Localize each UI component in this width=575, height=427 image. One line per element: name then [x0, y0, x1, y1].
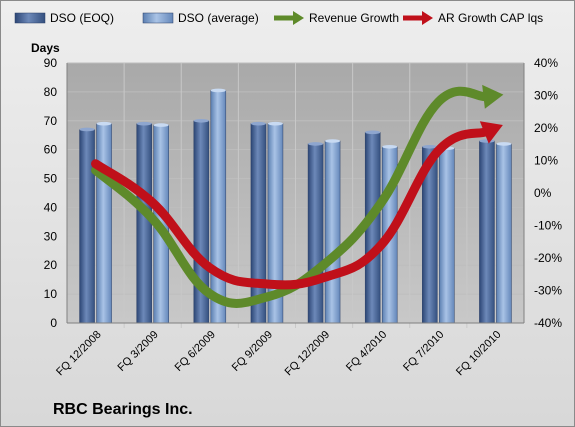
- y-tick-label: 10: [44, 287, 58, 301]
- bar-cap: [193, 118, 209, 123]
- legend-label-dso-eoq: DSO (EOQ): [50, 11, 114, 25]
- arrowhead-ar-growth-cap-lqs: [479, 121, 503, 144]
- bar-cap: [382, 144, 398, 149]
- y-axis-title: Days: [31, 41, 60, 55]
- y-tick-label: 30: [44, 229, 58, 243]
- y2-tick-label: -30%: [534, 284, 562, 298]
- legend-label-ar-growth-cap-lqs: AR Growth CAP lqs: [438, 11, 543, 25]
- bar-cap: [79, 127, 95, 132]
- arrowhead-revenue-growth: [482, 84, 504, 109]
- company-label: RBC Bearings Inc.: [53, 401, 193, 418]
- bar-cap: [479, 139, 495, 143]
- legend-swatch-dso-eoq: [14, 12, 46, 24]
- bar-dso-eoq: [479, 140, 495, 324]
- bar-cap: [267, 121, 283, 126]
- bar-dso-eoq: [307, 143, 324, 324]
- bar-dso-eoq: [136, 123, 152, 324]
- y2-tick-label: -40%: [534, 316, 562, 330]
- legend-label-dso-average: DSO (average): [178, 11, 259, 25]
- y-tick-label: 0: [50, 316, 57, 330]
- y-tick-label: 70: [44, 114, 58, 128]
- bar-cap: [496, 142, 512, 146]
- bar-cap: [96, 121, 112, 126]
- x-tick-label: FQ 4/2010: [344, 329, 389, 374]
- line-ar-growth-cap-lqs: [91, 127, 491, 290]
- x-tick-label: FQ 9/2009: [230, 329, 275, 374]
- y2-tick-label: 20%: [534, 121, 558, 135]
- y2-tick-label: -10%: [534, 219, 562, 233]
- y-tick-label: 90: [44, 56, 58, 70]
- y2-tick-label: -20%: [534, 251, 562, 265]
- y2-tick-label: 30%: [534, 89, 558, 103]
- bar-cap: [210, 88, 226, 93]
- y-tick-label: 80: [44, 85, 58, 99]
- legend-arrow-revenue-growth: [293, 11, 304, 25]
- y2-tick-label: 10%: [534, 154, 558, 168]
- legend-label-revenue-growth: Revenue Growth: [309, 11, 399, 25]
- bar-cap: [308, 142, 324, 146]
- bar-dso-average: [324, 140, 341, 324]
- bar-dso-average: [210, 90, 227, 324]
- bar-cap: [325, 139, 341, 143]
- y-tick-label: 50: [44, 172, 58, 186]
- y-tick-label: 40: [44, 200, 58, 214]
- bar-cap: [422, 144, 438, 149]
- bar-cap: [250, 121, 266, 126]
- bar-dso-average: [439, 147, 455, 324]
- bar-cap: [153, 123, 169, 127]
- x-tick-label: FQ 12/2009: [283, 329, 333, 379]
- y2-tick-label: 40%: [534, 56, 558, 70]
- legend-arrow-ar-growth-cap-lqs: [422, 11, 433, 25]
- legend-swatch-dso-average: [142, 12, 174, 24]
- bar-cap: [365, 130, 381, 135]
- bar-cap: [136, 121, 152, 126]
- x-tick-label: FQ 6/2009: [173, 329, 218, 374]
- y-tick-label: 60: [44, 143, 58, 157]
- x-tick-label: FQ 7/2010: [401, 329, 446, 374]
- y-tick-label: 20: [44, 258, 58, 272]
- bar-dso-average: [96, 123, 112, 324]
- y2-tick-label: 0%: [534, 186, 552, 200]
- x-tick-label: FQ 12/2008: [54, 329, 104, 379]
- bar-dso-eoq: [250, 123, 267, 324]
- x-tick-label: FQ 10/2010: [454, 329, 504, 379]
- bar-dso-eoq: [79, 129, 95, 324]
- x-tick-label: FQ 3/2009: [116, 329, 161, 374]
- bar-dso-average: [496, 143, 512, 324]
